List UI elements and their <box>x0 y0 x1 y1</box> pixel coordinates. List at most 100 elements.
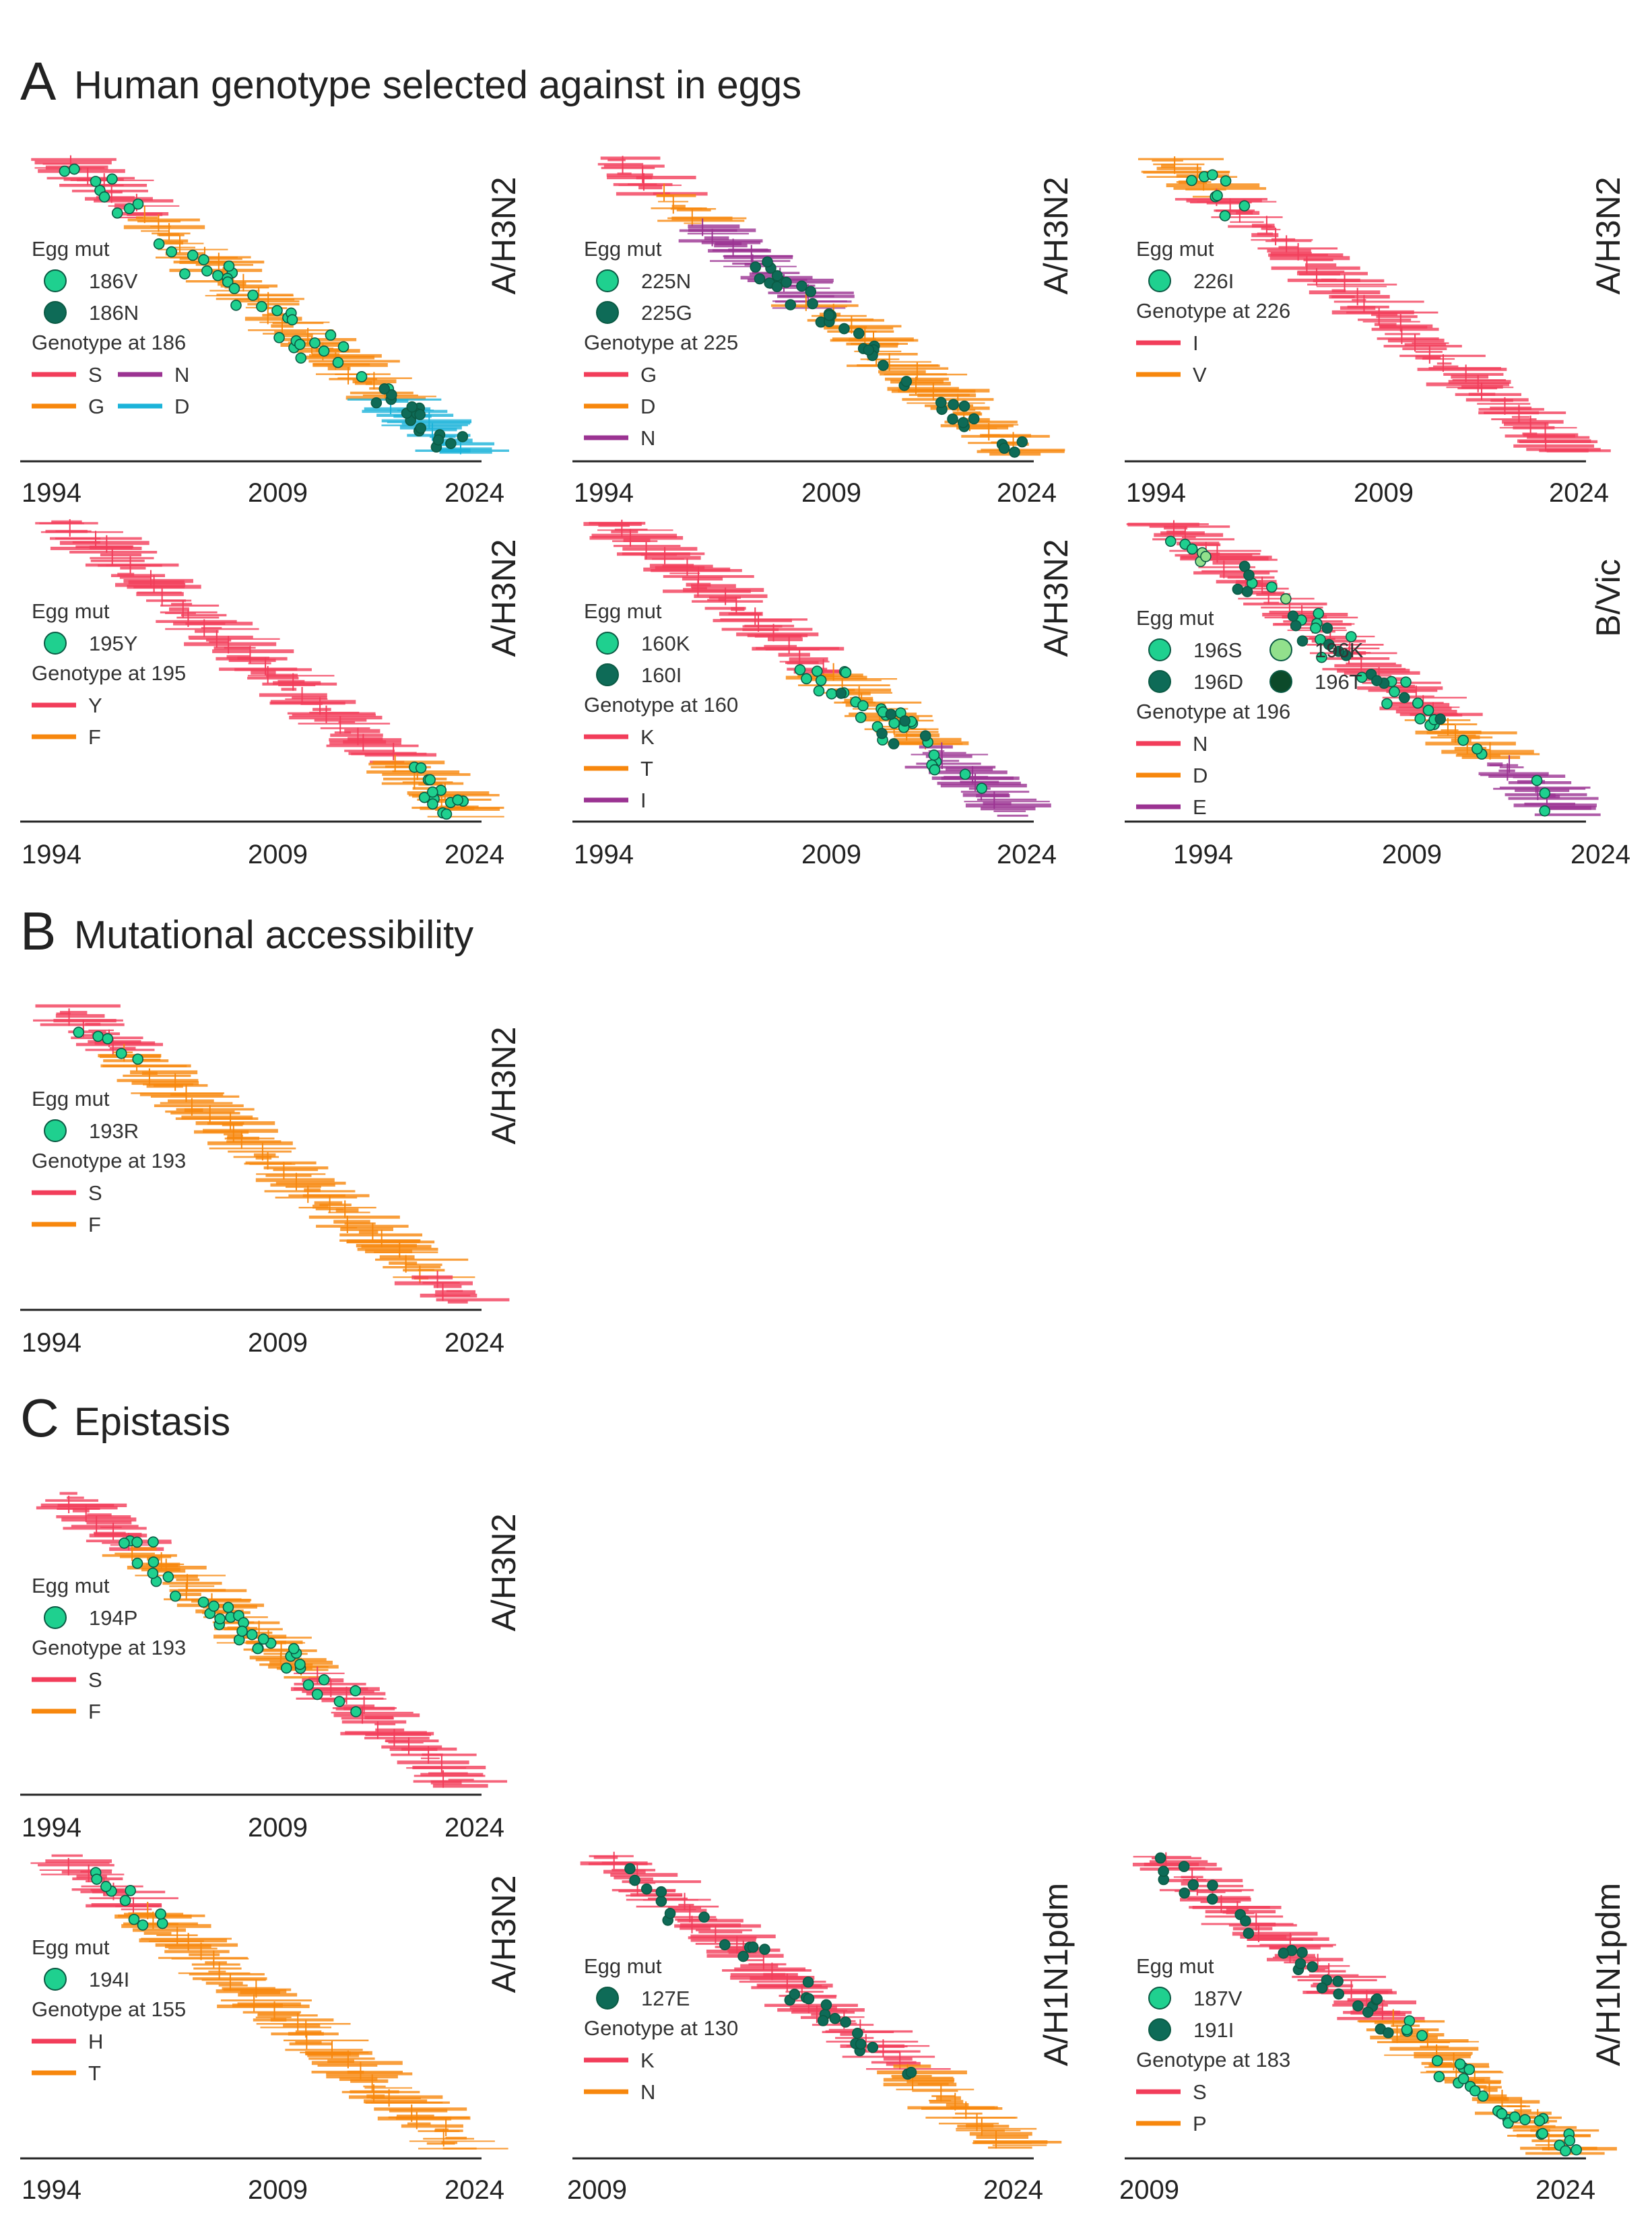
legend: Egg mut 194P Genotype at 193 SF <box>32 1574 186 1723</box>
egg-mut-point <box>754 273 766 285</box>
legend-swatch <box>1269 670 1292 693</box>
egg-mut-point <box>1457 2073 1469 2084</box>
egg-mut-point <box>406 401 418 413</box>
egg-mut-point <box>457 431 469 442</box>
egg-mut-point <box>132 1053 143 1065</box>
egg-mut-point <box>69 163 80 175</box>
egg-mut-point <box>1463 2063 1476 2076</box>
genotype-heading: Genotype at 226 <box>1136 299 1290 323</box>
x-tick-label: 2024 <box>1571 840 1630 869</box>
egg-mut-point <box>333 1696 345 1707</box>
egg-mut-point <box>948 399 959 411</box>
egg-mut-point <box>325 329 337 341</box>
egg-mut-points <box>1154 1852 1582 2157</box>
egg-mut-point <box>1316 651 1327 663</box>
egg-mut-point <box>162 1571 174 1583</box>
egg-mut-point <box>762 256 773 268</box>
egg-mut-point <box>801 673 812 685</box>
egg-mut-point <box>1266 581 1278 593</box>
legend-heading: Egg mut <box>32 599 110 623</box>
egg-mut-point <box>386 389 397 401</box>
egg-mut-point <box>1389 686 1400 698</box>
legend-label: 160K <box>641 632 690 655</box>
egg-mut-point <box>131 1558 143 1569</box>
egg-mut-point <box>771 270 783 281</box>
subtype-label: A/H3N2 <box>1589 176 1627 294</box>
egg-mut-point <box>929 764 941 776</box>
legend-swatch <box>44 1119 67 1142</box>
legend: Egg mut 187V 191I Genotype at 183 SP <box>1136 1954 1290 2135</box>
egg-mut-point <box>1539 787 1551 799</box>
x-tick-label: 1994 <box>574 478 634 508</box>
egg-mut-point <box>1332 1975 1344 1987</box>
legend-swatch <box>1148 2018 1171 2041</box>
egg-mut-point <box>1454 2058 1466 2070</box>
legend-label: P <box>1193 2112 1207 2135</box>
egg-mut-point <box>123 203 135 214</box>
egg-mut-point <box>698 1911 710 1923</box>
egg-mut-point <box>295 352 307 364</box>
egg-mut-point <box>128 1913 140 1925</box>
genotype-heading: Genotype at 193 <box>32 1636 186 1659</box>
subtype-label: A/H3N2 <box>485 1513 523 1631</box>
egg-mut-point <box>747 1942 759 1953</box>
egg-mut-point <box>1238 560 1251 572</box>
egg-mut-points <box>1164 535 1551 817</box>
egg-mut-point <box>257 1633 269 1645</box>
legend-label: D <box>1193 764 1208 787</box>
chart-panel-c4: 2009 2024 A/H1N1pdm Egg mut 187V 191I Genotype… <box>1119 1852 1627 2205</box>
x-tick-label: 2024 <box>444 840 504 869</box>
legend-label: S <box>88 363 102 387</box>
egg-mut-point <box>935 397 947 408</box>
egg-mut-point <box>1323 638 1335 651</box>
egg-mut-point <box>318 345 330 357</box>
x-tick-label: 2009 <box>1119 2175 1179 2205</box>
x-tick-label: 2024 <box>1535 2175 1595 2205</box>
subtype-label: A/H3N2 <box>485 1875 523 1993</box>
x-tick-label: 1994 <box>1126 478 1186 508</box>
egg-mut-point <box>1200 551 1212 562</box>
egg-mut-point <box>318 1674 330 1686</box>
egg-mut-point <box>59 165 71 177</box>
legend-heading: Egg mut <box>32 1087 110 1110</box>
legend-swatch <box>1269 638 1292 661</box>
subtype-label: A/H3N2 <box>1037 176 1075 294</box>
legend-swatch <box>44 1606 67 1629</box>
egg-mut-point <box>1431 2055 1443 2067</box>
x-tick-label: 2009 <box>248 1328 308 1358</box>
legend-swatch <box>44 632 67 655</box>
egg-mut-points <box>59 163 469 453</box>
egg-mut-point <box>350 1706 362 1718</box>
egg-mut-point <box>198 254 209 265</box>
legend-label: 196S <box>1193 638 1242 662</box>
legend-label: S <box>88 1181 102 1205</box>
egg-mut-point <box>750 261 762 273</box>
egg-mut-point <box>1472 743 1483 755</box>
egg-mut-point <box>286 314 298 326</box>
egg-mut-point <box>1187 1879 1199 1891</box>
egg-mut-point <box>899 715 911 727</box>
egg-mut-point <box>1241 586 1253 597</box>
egg-mut-point <box>867 2041 879 2053</box>
egg-mut-point <box>853 327 865 339</box>
legend-label: K <box>640 2049 655 2072</box>
egg-mut-point <box>119 1537 130 1549</box>
egg-mut-point <box>813 685 825 697</box>
legend-label: V <box>1193 363 1207 387</box>
egg-mut-point <box>1186 174 1197 187</box>
subtype-label: A/H3N2 <box>485 1026 523 1144</box>
egg-mut-point <box>1310 622 1321 634</box>
legend-heading: Egg mut <box>584 599 662 623</box>
legend-label: 194I <box>89 1968 129 1991</box>
egg-mut-point <box>147 1567 159 1579</box>
egg-mut-point <box>826 688 838 700</box>
egg-mut-point <box>796 280 807 292</box>
egg-mut-point <box>350 1685 362 1696</box>
egg-mut-point <box>815 675 827 686</box>
legend-label: N <box>174 363 189 387</box>
genotype-heading: Genotype at 196 <box>1136 700 1290 723</box>
legend-label: Y <box>88 694 102 717</box>
egg-mut-point <box>1362 2006 1374 2018</box>
x-tick-label: 1994 <box>22 478 81 508</box>
x-tick-label: 2024 <box>444 1813 504 1843</box>
